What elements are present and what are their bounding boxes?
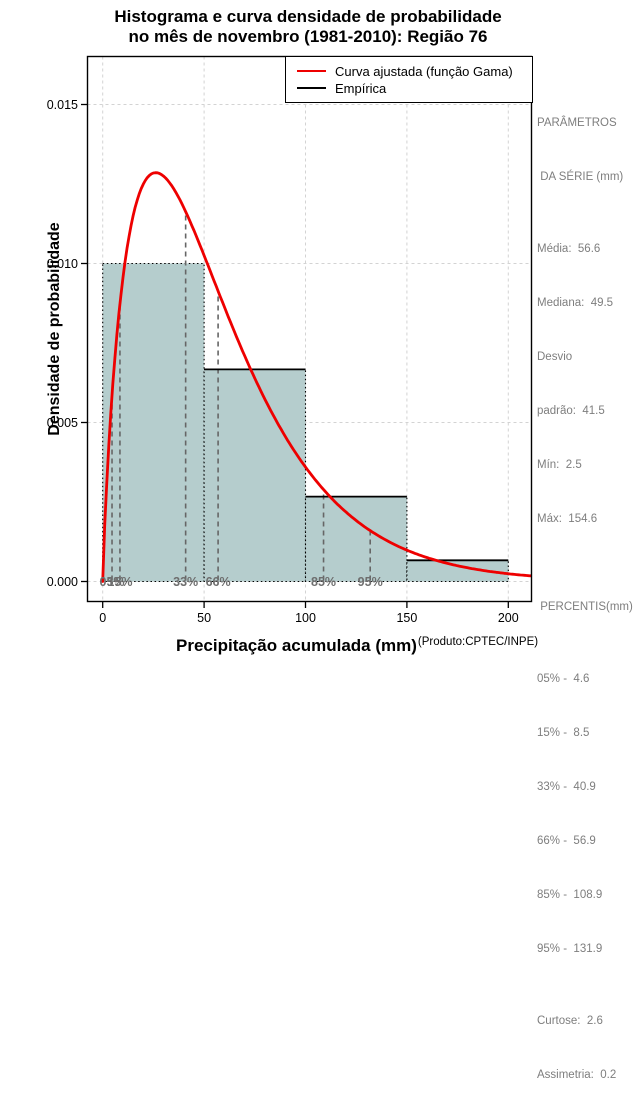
legend-label-empirical: Empírica — [335, 80, 387, 96]
plot-svg: 0 50 100 150 200 0.000 0.005 0.010 0.015 05%15% 33… — [47, 55, 533, 625]
chart-title-line1: Histograma e curva densidade de probabil… — [114, 7, 502, 26]
x-axis-title-row: Precipitação acumulada (mm) (Produto:CPT… — [176, 636, 538, 656]
stat-line: Curtose: 2.6 — [537, 1015, 603, 1027]
legend-item-gamma-curve: Curva ajustada (função Gama) — [297, 63, 532, 80]
product-note: (Produto:CPTEC/INPE) — [417, 636, 539, 648]
chart-title-line2: no mês de novembro (1981-2010): Região 7… — [128, 27, 488, 46]
histogram-bar — [304, 496, 408, 583]
stat-line: Assimetria: 0.2 — [537, 1069, 617, 1081]
percentile-stat-line: 15% - 8.5 — [537, 727, 590, 739]
legend-label-gamma: Curva ajustada (função Gama) — [335, 63, 513, 79]
y-tick-label: 0.010 — [47, 257, 78, 271]
x-tick-label: 100 — [295, 611, 316, 625]
stat-line: padrão: 41.5 — [537, 405, 605, 417]
x-tick-label: 0 — [99, 611, 106, 625]
chart-figure: Histograma e curva densidade de probabil… — [0, 7, 633, 1081]
percentile-stat-line: 66% - 56.9 — [537, 835, 596, 847]
y-axis-title: Densidade de probabilidade — [46, 222, 63, 436]
percentile-stat-line: 95% - 131.9 — [537, 943, 603, 955]
panel-header: DA SÉRIE (mm) — [537, 171, 624, 183]
percentile-label: 33% — [173, 575, 198, 589]
stat-line: Máx: 154.6 — [537, 513, 598, 525]
legend: Curva ajustada (função Gama) Empírica — [285, 56, 533, 103]
chart-title: Histograma e curva densidade de probabil… — [0, 7, 616, 47]
panel-header: PARÂMETROS — [537, 117, 617, 129]
legend-line-red-icon — [297, 70, 326, 72]
stat-line: Média: 56.6 — [537, 243, 601, 255]
stat-line: Mín: 2.5 — [537, 459, 582, 471]
legend-line-black-icon — [297, 87, 326, 89]
x-axis-title: Precipitação acumulada (mm) — [176, 636, 417, 655]
x-tick-label: 50 — [197, 611, 211, 625]
percentile-stat-line: 33% - 40.9 — [537, 781, 596, 793]
percentile-stat-line: 85% - 108.9 — [537, 889, 603, 901]
percentile-label: 95% — [358, 575, 383, 589]
histogram-bar — [406, 559, 509, 583]
legend-item-empirical: Empírica — [297, 80, 532, 97]
stat-line: Desvio — [537, 351, 573, 363]
x-tick-label: 150 — [396, 611, 417, 625]
percentile-label: 15% — [107, 575, 132, 589]
histogram-bar — [203, 368, 307, 583]
percentile-label: 05% — [100, 575, 125, 589]
y-tick-label: 0.015 — [47, 98, 78, 112]
side-panel: PARÂMETROS DA SÉRIE (mm) Média: 56.6 Med… — [537, 78, 640, 1120]
y-tick-label: 0.000 — [47, 575, 78, 589]
percentile-label: 66% — [206, 575, 231, 589]
gamma-curve — [101, 171, 532, 583]
panel-header: PERCENTIS(mm) — [537, 601, 633, 613]
y-tick-label: 0.005 — [47, 416, 78, 430]
percentile-label: 85% — [311, 575, 336, 589]
x-tick-label: 200 — [498, 611, 519, 625]
percentile-stat-line: 05% - 4.6 — [537, 673, 590, 685]
stat-line: Mediana: 49.5 — [537, 297, 614, 309]
